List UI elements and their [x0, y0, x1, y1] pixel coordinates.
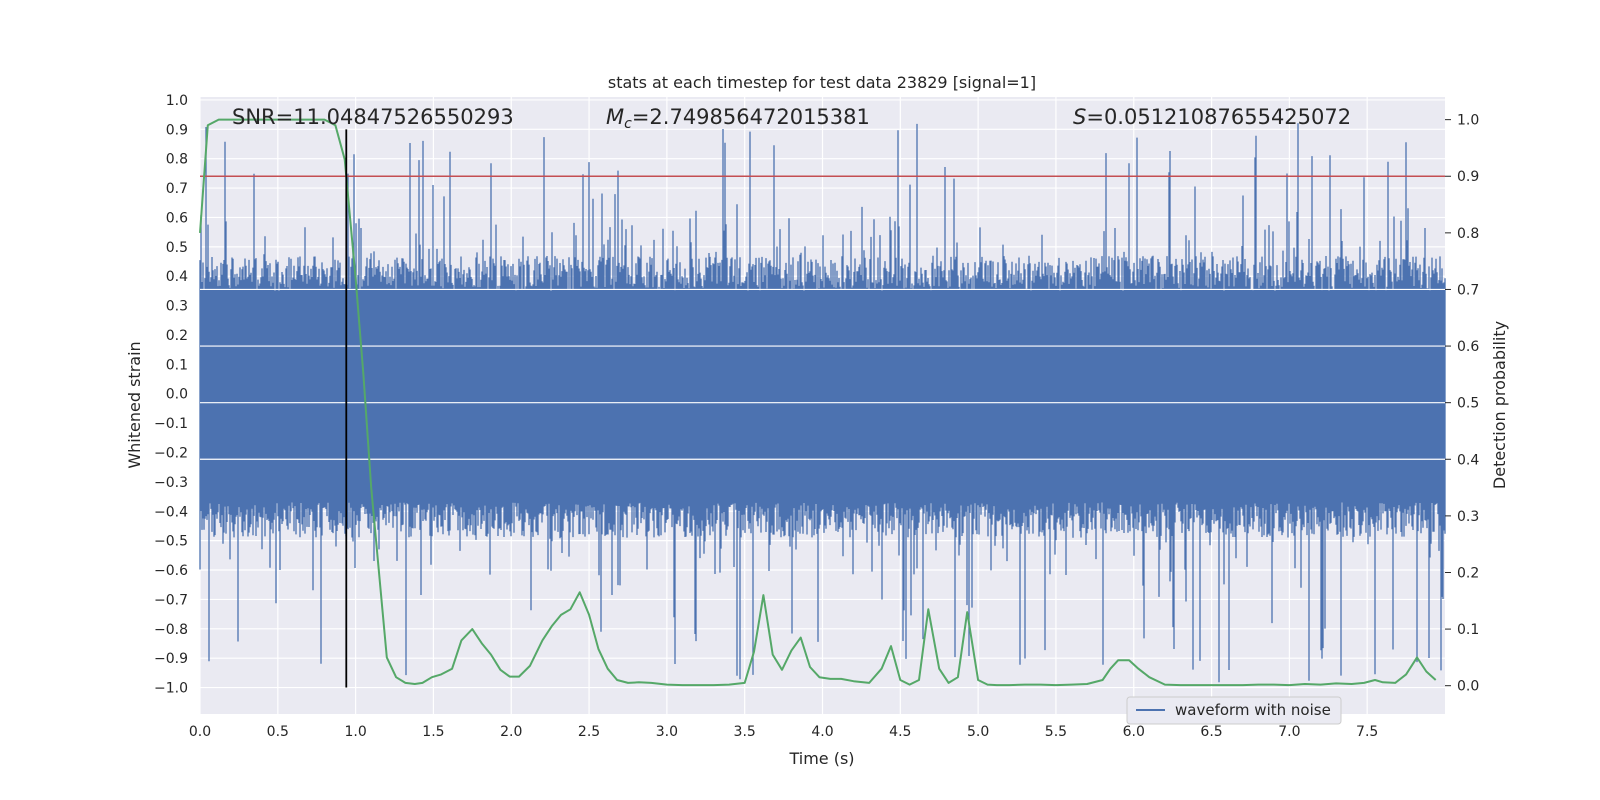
chirp-mass-value: =2.749856472015381 [632, 105, 870, 129]
chirp-mass-annotation: Mc=2.749856472015381 [606, 105, 870, 132]
snr-annotation: SNR=11.04847526550293 [232, 105, 514, 129]
y-tick-label-left: 0.4 [166, 269, 188, 285]
y-tick-label-left: −0.1 [154, 416, 188, 432]
y-tick-label-left: −0.6 [154, 563, 188, 579]
x-tick-label: 5.5 [1045, 724, 1067, 740]
x-tick-label: 3.5 [734, 724, 756, 740]
y-axis-label-right: Detection probability [1490, 321, 1509, 489]
y-tick-label-right: 0.9 [1457, 169, 1479, 185]
y-tick-label-left: 0.7 [166, 181, 188, 197]
y-tick-label-right: 0.5 [1457, 396, 1479, 412]
chirp-mass-symbol: M [606, 105, 624, 129]
y-tick-label-left: −0.4 [154, 504, 188, 520]
y-tick-label-left: 0.9 [166, 122, 188, 138]
chirp-mass-subscript: c [624, 116, 632, 132]
probability-line [199, 118, 1437, 687]
x-tick-label: 2.5 [578, 724, 600, 740]
y-tick-label-right: 1.0 [1457, 113, 1479, 129]
y-tick-label-right: 0.7 [1457, 282, 1479, 298]
probability-series [199, 118, 1437, 687]
y-tick-label-left: −0.3 [154, 475, 188, 491]
x-tick-label: 7.0 [1278, 724, 1300, 740]
x-tick-label: 6.5 [1200, 724, 1222, 740]
x-tick-label: 6.0 [1123, 724, 1145, 740]
x-tick-label: 5.0 [967, 724, 989, 740]
y-tick-label-left: −1.0 [154, 681, 188, 697]
waveform-series [199, 123, 1446, 683]
y-tick-label-left: 1.0 [166, 93, 188, 109]
y-tick-label-right: 0.2 [1457, 565, 1479, 581]
y-tick-label-right: 0.0 [1457, 679, 1479, 695]
x-axis-label: Time (s) [788, 749, 854, 768]
y-tick-label-left: −0.8 [154, 622, 188, 638]
tick-labels: 0.0 0.5 1.0 1.5 2.0 2.5 3.0 3.5 4.0 4.5 5.0 5.5 6.0 6… [154, 93, 1479, 740]
x-tick-label: 0.0 [189, 724, 211, 740]
x-tick-label: 4.0 [811, 724, 833, 740]
y-tick-label-left: 0.1 [166, 357, 188, 373]
waveform-trace [199, 123, 1446, 683]
y-tick-label-left: 0.5 [166, 240, 188, 256]
x-tick-label: 2.0 [500, 724, 522, 740]
chart-title: stats at each timestep for test data 238… [608, 73, 1036, 92]
x-tick-label: 7.5 [1356, 724, 1378, 740]
y-tick-label-right: 0.8 [1457, 226, 1479, 242]
y-tick-label-left: 0.8 [166, 152, 188, 168]
x-tick-label: 4.5 [889, 724, 911, 740]
y-tick-label-right: 0.4 [1457, 452, 1479, 468]
y-axis-label-left: Whitened strain [125, 341, 144, 468]
legend-label: waveform with noise [1175, 701, 1331, 719]
y-tick-label-right: 0.6 [1457, 339, 1479, 355]
x-tick-label: 0.5 [267, 724, 289, 740]
x-tick-label: 1.0 [344, 724, 366, 740]
y-tick-label-left: −0.7 [154, 592, 188, 608]
y-tick-label-left: 0.2 [166, 328, 188, 344]
y-tick-label-right: 0.1 [1457, 622, 1479, 638]
y-tick-label-left: −0.9 [154, 651, 188, 667]
y-tick-label-left: 0.3 [166, 299, 188, 315]
x-tick-label: 1.5 [422, 724, 444, 740]
x-tick-label: 3.0 [656, 724, 678, 740]
legend: waveform with noise [1126, 696, 1342, 725]
s-annotation: S=0.05121087655425072 [1073, 105, 1351, 129]
s-symbol: S [1073, 105, 1086, 129]
y-tick-label-left: 0.6 [166, 210, 188, 226]
y-tick-label-left: −0.5 [154, 534, 188, 550]
y-tick-label-left: −0.2 [154, 446, 188, 462]
y-tick-label-left: 0.0 [166, 387, 188, 403]
s-value: =0.05121087655425072 [1086, 105, 1351, 129]
legend-box [1126, 696, 1342, 725]
y-tick-label-right: 0.3 [1457, 509, 1479, 525]
